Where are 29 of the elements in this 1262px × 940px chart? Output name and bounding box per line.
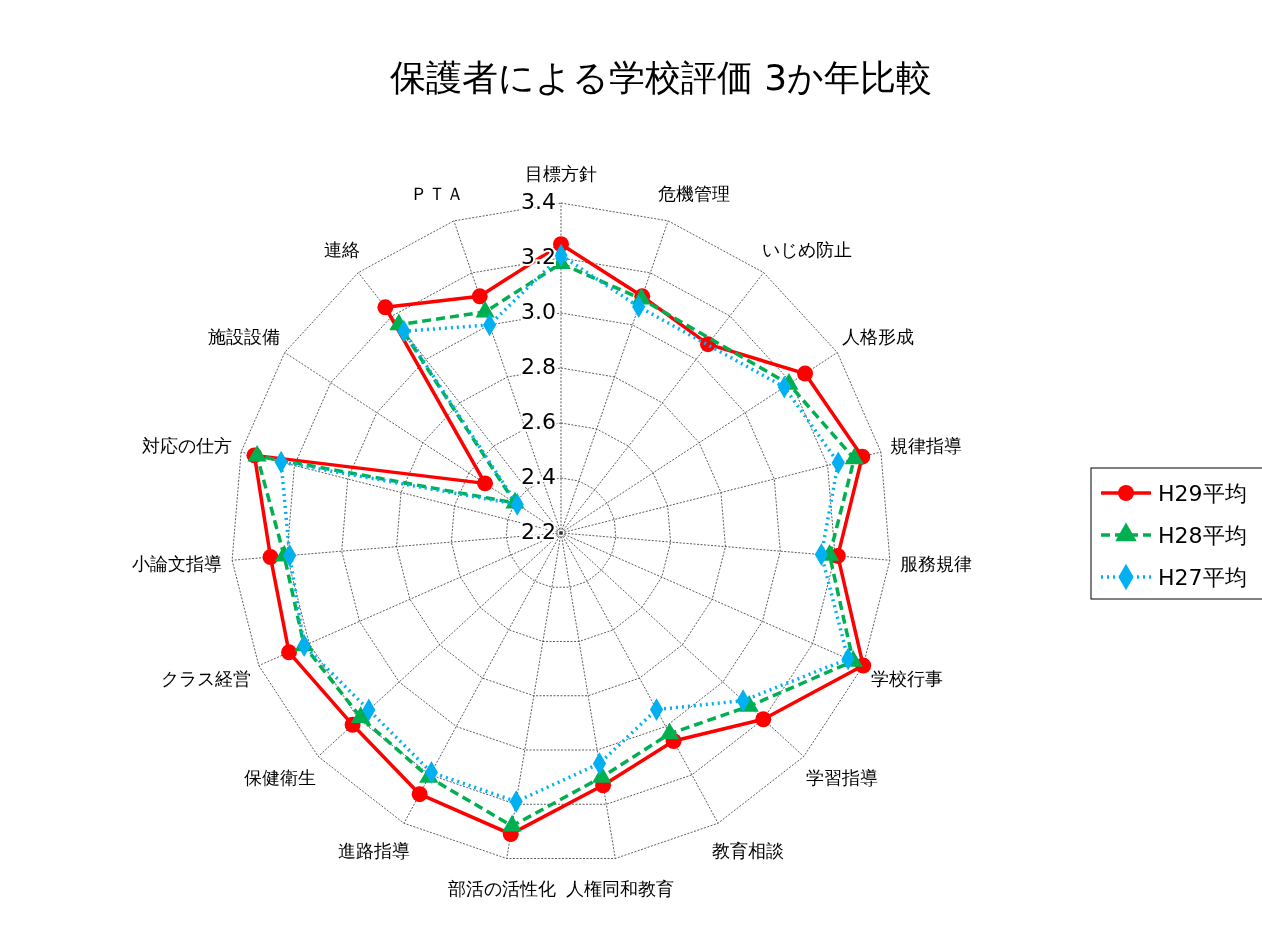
spoke-label: クラス経営	[161, 667, 252, 689]
spoke-label: 保健衛生	[244, 766, 317, 788]
spoke-label: ＰＴＡ	[410, 182, 465, 204]
legend-label: H27平均	[1158, 565, 1247, 590]
spoke-label: 小論文指導	[132, 552, 223, 574]
chart-title: 保護者による学校評価 3か年比較	[389, 57, 933, 98]
y-tick-label: 2.6	[521, 409, 556, 434]
spoke-label: 施設設備	[207, 326, 280, 348]
spoke-label: 危機管理	[657, 182, 730, 204]
spoke-label: 学習指導	[805, 766, 878, 788]
spoke-label: 人権同和教育	[566, 878, 675, 900]
spoke-label: 部活の活性化	[447, 878, 556, 900]
spoke-label: 対応の仕方	[142, 434, 233, 456]
spoke-label: 目標方針	[525, 163, 597, 184]
y-tick-label: 2.2	[521, 519, 556, 544]
y-tick-label: 3.4	[521, 189, 556, 214]
legend-label: H29平均	[1158, 481, 1247, 506]
spoke-label: 教育相談	[712, 839, 785, 861]
spoke-label: 連絡	[323, 238, 360, 260]
y-tick-label: 2.8	[521, 354, 556, 379]
legend-label: H28平均	[1158, 523, 1247, 548]
spoke-label: 規律指導	[889, 434, 962, 456]
spoke-label: 服務規律	[899, 552, 972, 574]
spoke-label: いじめ防止	[762, 238, 853, 260]
spoke-label: 進路指導	[337, 839, 410, 861]
spoke-label: 人格形成	[842, 326, 915, 348]
y-tick-label: 3.0	[521, 299, 556, 324]
spoke-label: 学校行事	[870, 667, 943, 689]
y-tick-label: 2.4	[521, 464, 556, 489]
